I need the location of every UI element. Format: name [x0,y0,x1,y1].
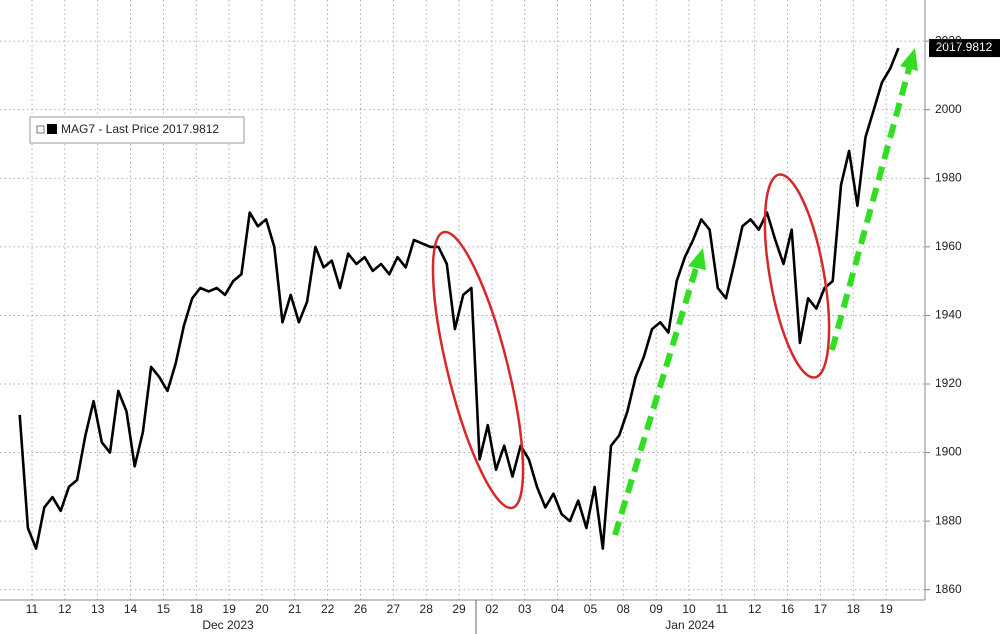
arrow-head [900,48,918,71]
x-tick-label: 05 [584,602,598,616]
x-tick-label: 11 [716,602,729,616]
last-price-tag [929,39,1000,58]
y-tick-label: 1920 [935,376,962,390]
legend-box [29,116,245,144]
x-tick-label: 04 [551,602,565,616]
highlight-ellipse [763,173,831,379]
last-price-label: 2017.9812 [936,40,993,54]
x-tick-label: 03 [518,602,532,616]
group-label: Jan 2024 [665,618,715,632]
legend-swatch [47,124,57,134]
trend-arrow [612,264,700,536]
x-tick-label: 13 [91,602,105,616]
x-tick-label: 18 [847,602,861,616]
legend-value: 2017.9812 [162,122,219,136]
grid [0,0,925,600]
x-tick-label: 17 [814,602,828,616]
x-tick-label: 19 [222,602,236,616]
legend-label: MAG7 - Last Price 2017.9812 [61,122,219,136]
x-tick-label: 12 [748,602,762,616]
y-tick-label: 1960 [935,239,962,253]
x-tick-label: 14 [124,602,138,616]
x-tick-label: 12 [58,602,72,616]
x-tick-label: 16 [781,602,795,616]
group-label: Dec 2023 [202,618,254,632]
y-tick-label: 1940 [935,308,962,322]
x-tick-label: 21 [288,602,302,616]
y-tick-label: 1900 [935,445,962,459]
legend: MAG7 - Last Price 2017.9812 [29,116,245,144]
y-tick-label: 2020 [935,33,962,47]
series [18,47,900,550]
x-tick-label: 10 [682,602,696,616]
x-tick-label: 02 [485,602,499,616]
x-tick-label: 19 [879,602,893,616]
y-tick-label: 2000 [935,102,962,116]
trend-arrows [612,64,913,536]
y-tick-label: 1860 [935,582,962,596]
y-tick-label: 1880 [935,513,962,527]
x-tick-label: 18 [190,602,204,616]
x-tick-label: 11 [26,602,39,616]
x-tick-label: 20 [255,602,269,616]
price-line [18,47,900,550]
highlight-ellipse [431,230,525,510]
trend-arrow [829,64,913,351]
x-tick-label: 22 [321,602,335,616]
x-tick-label: 08 [617,602,631,616]
y-tick-label: 1980 [935,170,962,184]
x-tick-label: 26 [354,602,368,616]
x-tick-label: 15 [157,602,171,616]
arrow-head [688,248,706,270]
x-tick-label: 09 [649,602,663,616]
x-tick-label: 27 [387,602,401,616]
x-tick-label: 29 [452,602,466,616]
legend-toggle [36,125,45,134]
x-tick-label: 28 [420,602,434,616]
legend-name: MAG7 - Last Price [61,122,159,136]
